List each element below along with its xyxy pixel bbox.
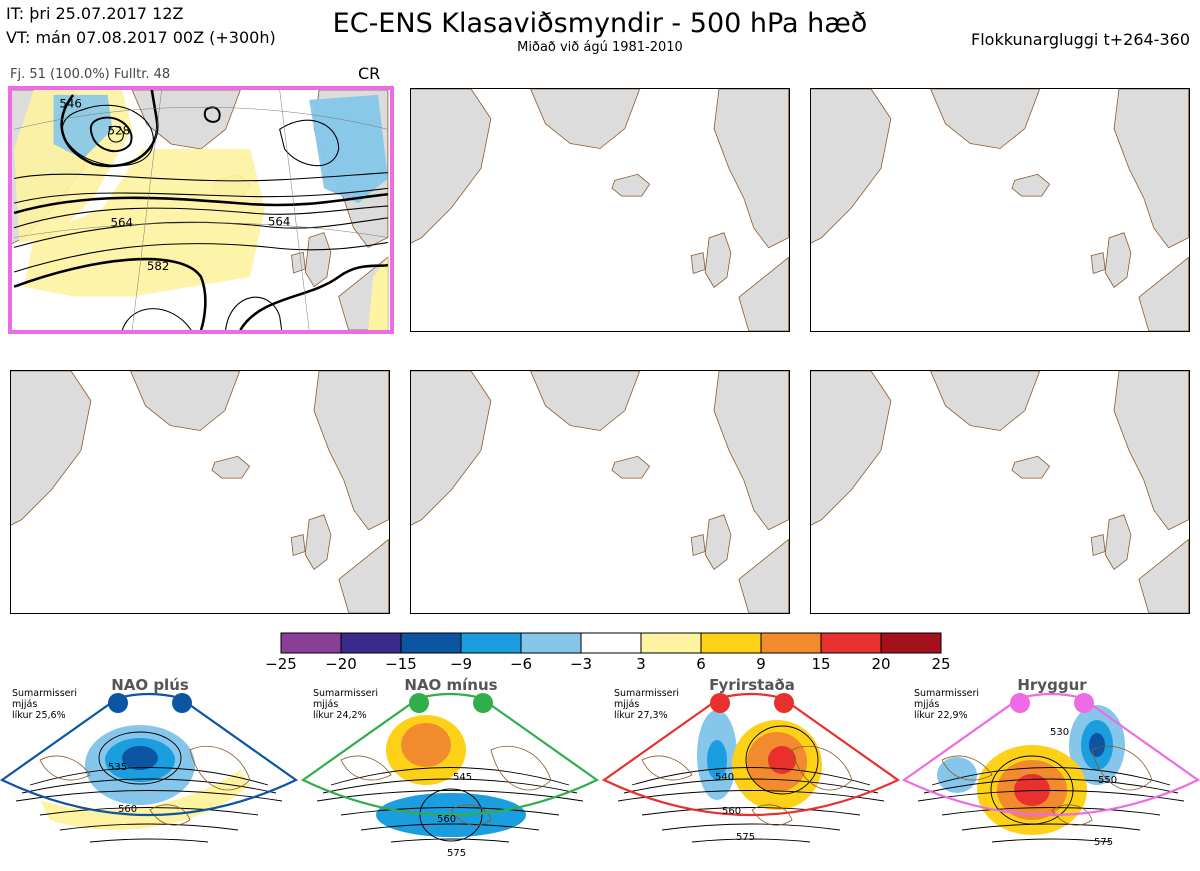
scale-tick-label: 25 <box>931 655 951 673</box>
regime-info-line: mjjás <box>614 699 640 710</box>
cluster-window: Flokkunargluggi t+264-360 <box>971 30 1190 49</box>
cluster-map-panel-2 <box>410 88 790 332</box>
scale-swatch <box>580 632 642 654</box>
regime-fan-2: 545 560 575 <box>301 692 599 859</box>
scale-tick-label: 9 <box>756 655 766 673</box>
scale-swatch <box>820 632 882 654</box>
regime-contour-label: 545 <box>453 772 472 783</box>
regime-info: Sumarmisseri mjjás líkur 27,3% <box>614 688 679 721</box>
contour-label: 582 <box>147 259 170 273</box>
contour-label: 564 <box>268 215 291 229</box>
regime-marker-dot <box>774 693 794 713</box>
scale-swatch <box>760 632 822 654</box>
regime-marker-dot <box>473 693 493 713</box>
regime-fan-1: 535 560 <box>0 692 298 843</box>
scale-tick-label: −9 <box>449 655 473 673</box>
cluster-regime: CR <box>358 64 381 83</box>
scale-swatch <box>400 632 462 654</box>
regime-contour-label: 560 <box>722 806 741 817</box>
cluster-map-panel-4 <box>10 370 390 614</box>
regime-info-line: Sumarmisseri <box>914 688 980 699</box>
scale-swatch <box>460 632 522 654</box>
scale-swatch <box>280 632 342 654</box>
cluster-map-panel-3 <box>810 88 1190 332</box>
contour-label: 528 <box>108 123 131 137</box>
regime-marker-dot <box>1010 693 1030 713</box>
regime-info-line: mjjás <box>914 699 940 710</box>
regime-title: NAO plús <box>111 676 189 694</box>
regime-contour-label: 560 <box>118 804 137 815</box>
scale-swatch <box>700 632 762 654</box>
regime-info-line: líkur 27,3% <box>614 710 668 721</box>
regime-fan-3: 540 560 575 <box>602 692 900 843</box>
regime-contour-label: 560 <box>437 814 456 825</box>
regime-info-line: Sumarmisseri <box>313 688 379 699</box>
regime-info-line: líkur 22,9% <box>914 710 968 721</box>
scale-tick-label: 6 <box>696 655 706 673</box>
regime-info-line: líkur 25,6% <box>12 710 66 721</box>
cluster-info: Fj. 51 (100.0%) Fulltr. 48 <box>10 67 171 82</box>
scale-tick-label: −15 <box>385 655 417 673</box>
initial-time: IT: þri 25.07.2017 12Z <box>6 4 184 23</box>
scale-tick-label: −3 <box>569 655 593 673</box>
scale-swatch <box>520 632 582 654</box>
regime-contour-label: 530 <box>1050 727 1069 738</box>
regime-info-line: Sumarmisseri <box>12 688 78 699</box>
scale-tick-label: −6 <box>509 655 533 673</box>
scale-swatch <box>880 632 942 654</box>
regime-marker-dot <box>172 693 192 713</box>
regime-marker-dot <box>409 693 429 713</box>
regime-info: Sumarmisseri mjjás líkur 22,9% <box>914 688 979 721</box>
regime-info: Sumarmisseri mjjás líkur 25,6% <box>12 688 77 721</box>
regime-title: Hryggur <box>1017 676 1087 694</box>
regime-info-line: mjjás <box>12 699 38 710</box>
regime-marker-dot <box>1074 693 1094 713</box>
regime-contour-label: 575 <box>1094 837 1113 848</box>
page-subtitle: Miðað við ágú 1981-2010 <box>517 40 683 55</box>
scale-tick-label: 3 <box>636 655 646 673</box>
regime-info-line: mjjás <box>313 699 339 710</box>
scale-swatch <box>640 632 702 654</box>
regime-info-line: líkur 24,2% <box>313 710 367 721</box>
scale-tick-label: −25 <box>265 655 297 673</box>
regime-contour-label: 575 <box>736 832 755 843</box>
color-scale <box>280 632 942 654</box>
regime-contour-label: 540 <box>715 772 734 783</box>
regime-contour-label: 535 <box>108 762 127 773</box>
valid-time: VT: mán 07.08.2017 00Z (+300h) <box>6 28 276 47</box>
cluster-map-panel-1: 546 564 564 582 528 <box>8 86 394 334</box>
page-title: EC-ENS Klasaviðsmyndir - 500 hPa hæð <box>332 8 868 39</box>
contour-label: 564 <box>111 216 134 230</box>
regime-title: NAO mínus <box>404 676 498 694</box>
cluster-map-panel-5 <box>410 370 790 614</box>
regime-title: Fyrirstaða <box>709 676 795 694</box>
scale-swatch <box>340 632 402 654</box>
scale-tick-label: −20 <box>325 655 357 673</box>
regime-info: Sumarmisseri mjjás líkur 24,2% <box>313 688 378 721</box>
regime-fan-4: 530 550 575 <box>902 692 1200 848</box>
scale-tick-label: 20 <box>871 655 891 673</box>
regime-marker-dot <box>108 693 128 713</box>
regime-marker-dot <box>710 693 730 713</box>
regime-contour-label: 575 <box>447 848 466 859</box>
regime-info-line: Sumarmisseri <box>614 688 680 699</box>
regime-contour-label: 550 <box>1098 775 1117 786</box>
contour-label: 546 <box>59 97 82 111</box>
scale-tick-label: 15 <box>811 655 831 673</box>
cluster-map-panel-6 <box>810 370 1190 614</box>
